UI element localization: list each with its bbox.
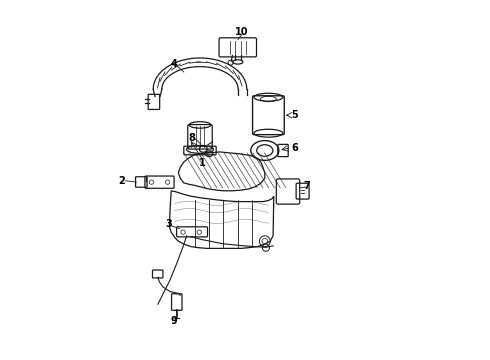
Text: 10: 10	[235, 27, 249, 37]
Text: 6: 6	[291, 143, 298, 153]
Text: 7: 7	[303, 181, 310, 192]
Text: 9: 9	[171, 316, 177, 326]
Text: 1: 1	[199, 158, 206, 168]
Text: 2: 2	[119, 176, 125, 186]
Text: 8: 8	[188, 132, 195, 143]
Text: 4: 4	[171, 59, 177, 69]
Text: 5: 5	[291, 110, 298, 120]
Text: 3: 3	[165, 219, 172, 229]
